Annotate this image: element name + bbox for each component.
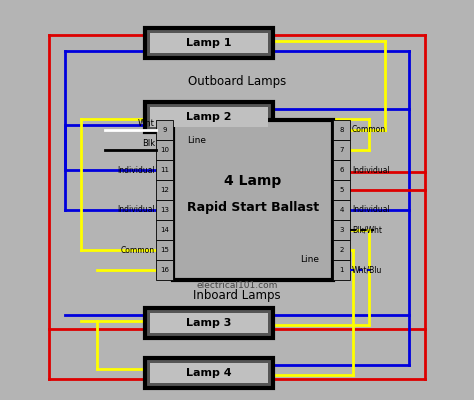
Bar bbox=[173, 120, 333, 280]
Bar bbox=[156, 160, 173, 180]
Text: 14: 14 bbox=[160, 227, 169, 233]
Text: 12: 12 bbox=[160, 187, 169, 193]
Text: Lamp 1: Lamp 1 bbox=[186, 38, 232, 48]
Text: Wht: Wht bbox=[138, 119, 155, 128]
Bar bbox=[156, 240, 173, 260]
Bar bbox=[156, 220, 173, 240]
Bar bbox=[150, 363, 268, 383]
Text: 10: 10 bbox=[160, 147, 169, 153]
Bar bbox=[145, 28, 273, 58]
Text: 11: 11 bbox=[160, 167, 169, 173]
Text: Line: Line bbox=[300, 256, 319, 264]
Text: 16: 16 bbox=[160, 267, 169, 273]
Bar bbox=[333, 200, 350, 220]
Text: Individual: Individual bbox=[117, 166, 155, 174]
Text: 7: 7 bbox=[339, 147, 344, 153]
Text: 4: 4 bbox=[339, 207, 344, 213]
Text: Outboard Lamps: Outboard Lamps bbox=[188, 76, 286, 88]
Bar bbox=[333, 260, 350, 280]
Bar bbox=[333, 140, 350, 160]
Text: Common: Common bbox=[352, 126, 386, 134]
Text: 5: 5 bbox=[339, 187, 344, 193]
Text: electrical101.com: electrical101.com bbox=[196, 282, 278, 290]
Text: 9: 9 bbox=[163, 127, 167, 133]
Text: Blk: Blk bbox=[142, 139, 155, 148]
Text: 8: 8 bbox=[339, 127, 344, 133]
Bar bbox=[156, 200, 173, 220]
Bar bbox=[145, 308, 273, 338]
Text: Lamp 2: Lamp 2 bbox=[186, 112, 232, 122]
Text: Line: Line bbox=[187, 136, 206, 144]
Text: 1: 1 bbox=[339, 267, 344, 273]
Bar bbox=[150, 33, 268, 53]
Text: Lamp 4: Lamp 4 bbox=[186, 368, 232, 378]
Text: Individual: Individual bbox=[352, 206, 390, 214]
Text: Individual: Individual bbox=[352, 166, 390, 174]
Text: 2: 2 bbox=[339, 247, 344, 253]
Text: 13: 13 bbox=[160, 207, 169, 213]
Bar bbox=[145, 358, 273, 388]
Bar bbox=[333, 240, 350, 260]
Bar bbox=[156, 260, 173, 280]
Text: Lamp 3: Lamp 3 bbox=[186, 318, 232, 328]
Text: 15: 15 bbox=[160, 247, 169, 253]
Bar bbox=[156, 120, 173, 140]
Bar bbox=[145, 102, 273, 132]
Text: 6: 6 bbox=[339, 167, 344, 173]
Text: Individual: Individual bbox=[117, 206, 155, 214]
Bar bbox=[333, 220, 350, 240]
Text: Common: Common bbox=[121, 246, 155, 254]
Bar bbox=[333, 180, 350, 200]
Bar bbox=[333, 160, 350, 180]
Bar bbox=[150, 107, 268, 127]
Text: Blk/Wht: Blk/Wht bbox=[352, 226, 382, 234]
Text: Rapid Start Ballast: Rapid Start Ballast bbox=[187, 202, 319, 214]
Text: Wht/Blu: Wht/Blu bbox=[352, 266, 382, 274]
Text: 4 Lamp: 4 Lamp bbox=[224, 174, 282, 188]
Bar bbox=[156, 180, 173, 200]
Text: Inboard Lamps: Inboard Lamps bbox=[193, 290, 281, 302]
Bar bbox=[150, 313, 268, 333]
Text: 3: 3 bbox=[339, 227, 344, 233]
Bar bbox=[156, 140, 173, 160]
Bar bbox=[333, 120, 350, 140]
